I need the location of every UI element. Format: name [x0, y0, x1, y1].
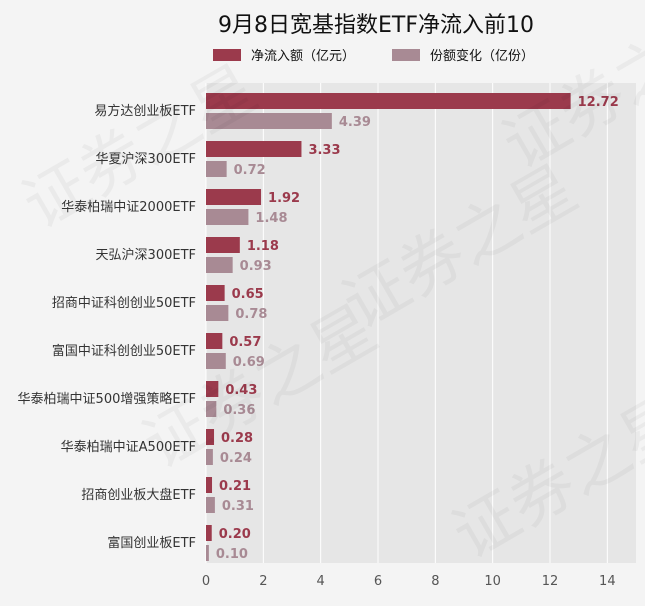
bar-share-change	[206, 209, 249, 225]
category-label: 天弘沪深300ETF	[96, 247, 196, 263]
category-label: 招商中证科创创业50ETF	[52, 296, 196, 311]
chart-title: 9月8日宽基指数ETF净流入前10	[218, 13, 534, 38]
data-label: 0.36	[223, 403, 255, 418]
x-tick-label: 4	[317, 574, 325, 589]
bar-net-inflow	[206, 189, 262, 205]
legend-swatch	[392, 49, 420, 61]
category-label: 富国创业板ETF	[107, 535, 196, 551]
bar-net-inflow	[206, 93, 571, 109]
data-label: 1.92	[268, 191, 300, 206]
x-tick-label: 14	[599, 574, 616, 589]
data-label: 0.69	[233, 355, 265, 370]
x-tick-label: 12	[542, 574, 559, 589]
category-labels: 易方达创业板ETF 华夏沪深300ETF 华泰柏瑞中证2000ETF 天弘沪深300E…	[18, 103, 196, 551]
data-label: 0.24	[220, 451, 252, 466]
data-label: 0.72	[234, 163, 266, 178]
data-label: 0.65	[232, 287, 264, 302]
data-label: 0.31	[222, 499, 254, 514]
bar-share-change	[206, 161, 227, 177]
bar-net-inflow	[206, 285, 225, 301]
data-label: 3.33	[308, 143, 340, 158]
data-label: 0.78	[235, 307, 267, 322]
category-label: 华夏沪深300ETF	[96, 151, 196, 167]
bar-share-change	[206, 305, 229, 321]
data-label: 0.28	[221, 431, 253, 446]
category-label: 华泰柏瑞中证500增强策略ETF	[18, 391, 196, 407]
legend-swatch	[213, 49, 241, 61]
bar-net-inflow	[206, 381, 219, 397]
data-label: 0.57	[229, 335, 261, 350]
bar-share-change	[206, 497, 215, 513]
data-label: 12.72	[578, 95, 619, 110]
data-label: 4.39	[339, 115, 371, 130]
bar-share-change	[206, 449, 213, 465]
category-label: 招商创业板大盘ETF	[81, 487, 196, 503]
x-tick-label: 10	[484, 574, 501, 589]
bar-share-change	[206, 353, 226, 369]
category-label: 富国中证科创创业50ETF	[52, 343, 196, 359]
plot-background	[206, 83, 636, 563]
bar-net-inflow	[206, 237, 240, 253]
category-label: 华泰柏瑞中证A500ETF	[61, 440, 196, 455]
bar-net-inflow	[206, 141, 302, 157]
bar-net-inflow	[206, 429, 215, 445]
data-label: 0.21	[219, 479, 251, 494]
legend: 净流入额（亿元） 份额变化（亿份）	[213, 48, 534, 64]
x-tick-label: 8	[431, 574, 439, 589]
bar-share-change	[206, 113, 332, 129]
bar-share-change	[206, 545, 209, 561]
x-tick-labels: 0 2 4 6 8 10 12 14	[202, 574, 616, 589]
bar-net-inflow	[206, 477, 213, 493]
data-label: 0.10	[216, 547, 248, 562]
bar-share-change	[206, 257, 233, 273]
legend-label: 份额变化（亿份）	[430, 48, 534, 64]
bar-share-change	[206, 401, 217, 417]
x-tick-label: 6	[374, 574, 382, 589]
bar-net-inflow	[206, 333, 223, 349]
data-label: 0.93	[240, 259, 272, 274]
data-label: 1.18	[247, 239, 279, 254]
category-label: 华泰柏瑞中证2000ETF	[61, 200, 196, 215]
data-label: 0.20	[219, 527, 251, 542]
legend-label: 净流入额（亿元）	[251, 49, 355, 64]
bars: 12.72 4.39 3.33 0.721.92 1.48 1.18 0.93 0.65 0.7…	[206, 93, 619, 562]
x-tick-label: 0	[202, 574, 210, 589]
category-label: 易方达创业板ETF	[94, 103, 196, 119]
x-tick-label: 2	[259, 574, 267, 589]
data-label: 0.43	[225, 383, 257, 398]
bar-net-inflow	[206, 525, 212, 541]
data-label: 1.48	[255, 211, 287, 226]
